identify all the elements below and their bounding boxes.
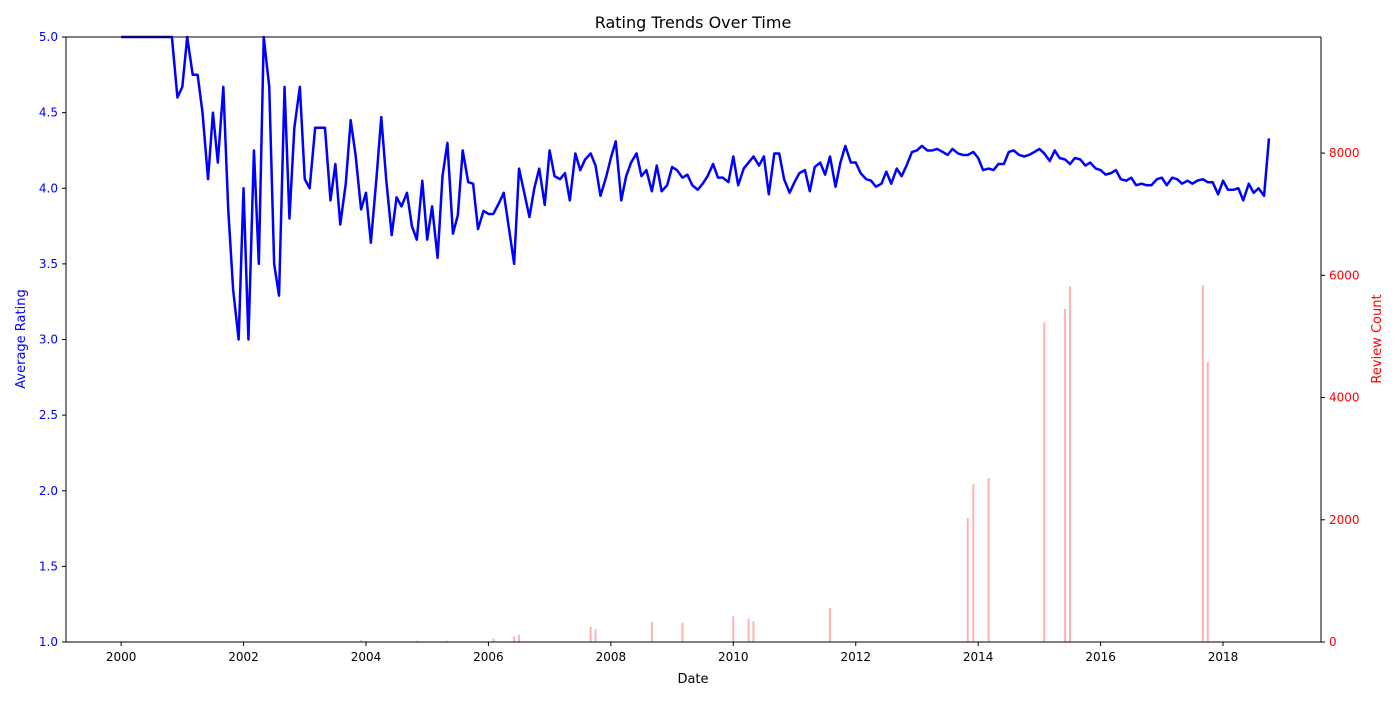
y-left-tick-label: 1.0 — [39, 635, 58, 649]
y-axis-left-label: Average Rating — [14, 289, 29, 388]
y-left-tick-label: 5.0 — [39, 30, 58, 44]
axes — [65, 36, 1322, 643]
x-axis-label: Date — [677, 672, 708, 687]
y-left-tick-label: 3.5 — [39, 257, 58, 271]
x-tick-label: 2016 — [1085, 650, 1116, 664]
review-count-bar — [446, 640, 449, 642]
y-left-tick-label: 2.0 — [39, 484, 58, 498]
review-count-bar — [360, 640, 363, 642]
review-count-bar — [1201, 285, 1204, 642]
review-count-bar — [732, 616, 735, 642]
x-tick-label: 2010 — [718, 650, 749, 664]
review-count-bar — [1043, 322, 1046, 642]
y-left-tick-label: 2.5 — [39, 408, 58, 422]
y-left-tick-label: 1.5 — [39, 559, 58, 573]
y-right-tick-label: 4000 — [1329, 391, 1360, 405]
review-count-bar — [752, 621, 755, 642]
chart-title: Rating Trends Over Time — [595, 13, 792, 32]
review-count-bar — [829, 607, 832, 642]
x-tick-label: 2000 — [106, 650, 137, 664]
x-tick-label: 2012 — [840, 650, 871, 664]
y-left-tick-label: 3.0 — [39, 333, 58, 347]
review-count-bars — [360, 285, 1209, 642]
review-count-bar — [513, 636, 516, 642]
review-count-bar — [492, 638, 495, 642]
y-left-tick-label: 4.5 — [39, 106, 58, 120]
review-count-bar — [966, 517, 969, 642]
average-rating-series-line — [121, 35, 1271, 341]
review-count-bar — [415, 640, 418, 642]
x-tick-label: 2008 — [596, 650, 627, 664]
review-count-bar — [747, 618, 750, 642]
average-rating-line — [121, 35, 1271, 341]
tick-labels: 2000 2002 2004 2006 2008 2010 2012 2014 2016 2018… — [39, 30, 1360, 664]
review-count-bar — [1064, 308, 1067, 642]
x-tick-label: 2004 — [351, 650, 382, 664]
y-right-tick-label: 8000 — [1329, 146, 1360, 160]
y-right-tick-label: 2000 — [1329, 513, 1360, 527]
y-left-tick-label: 4.0 — [39, 181, 58, 195]
review-count-bar — [650, 621, 653, 642]
y-right-tick-label: 0 — [1329, 635, 1337, 649]
x-tick-label: 2014 — [963, 650, 994, 664]
review-count-bar — [987, 478, 990, 642]
review-count-bar — [589, 626, 592, 642]
y-right-tick-label: 6000 — [1329, 268, 1360, 282]
x-tick-label: 2002 — [228, 650, 259, 664]
review-count-bar — [518, 634, 521, 642]
review-count-bar — [681, 622, 684, 642]
y-axis-right-label: Review Count — [1370, 294, 1385, 383]
x-tick-label: 2018 — [1208, 650, 1239, 664]
review-count-bar — [972, 484, 975, 642]
review-count-bar — [1206, 362, 1209, 642]
x-tick-label: 2006 — [473, 650, 504, 664]
review-count-bar — [1069, 286, 1071, 642]
review-count-bar — [594, 629, 597, 642]
